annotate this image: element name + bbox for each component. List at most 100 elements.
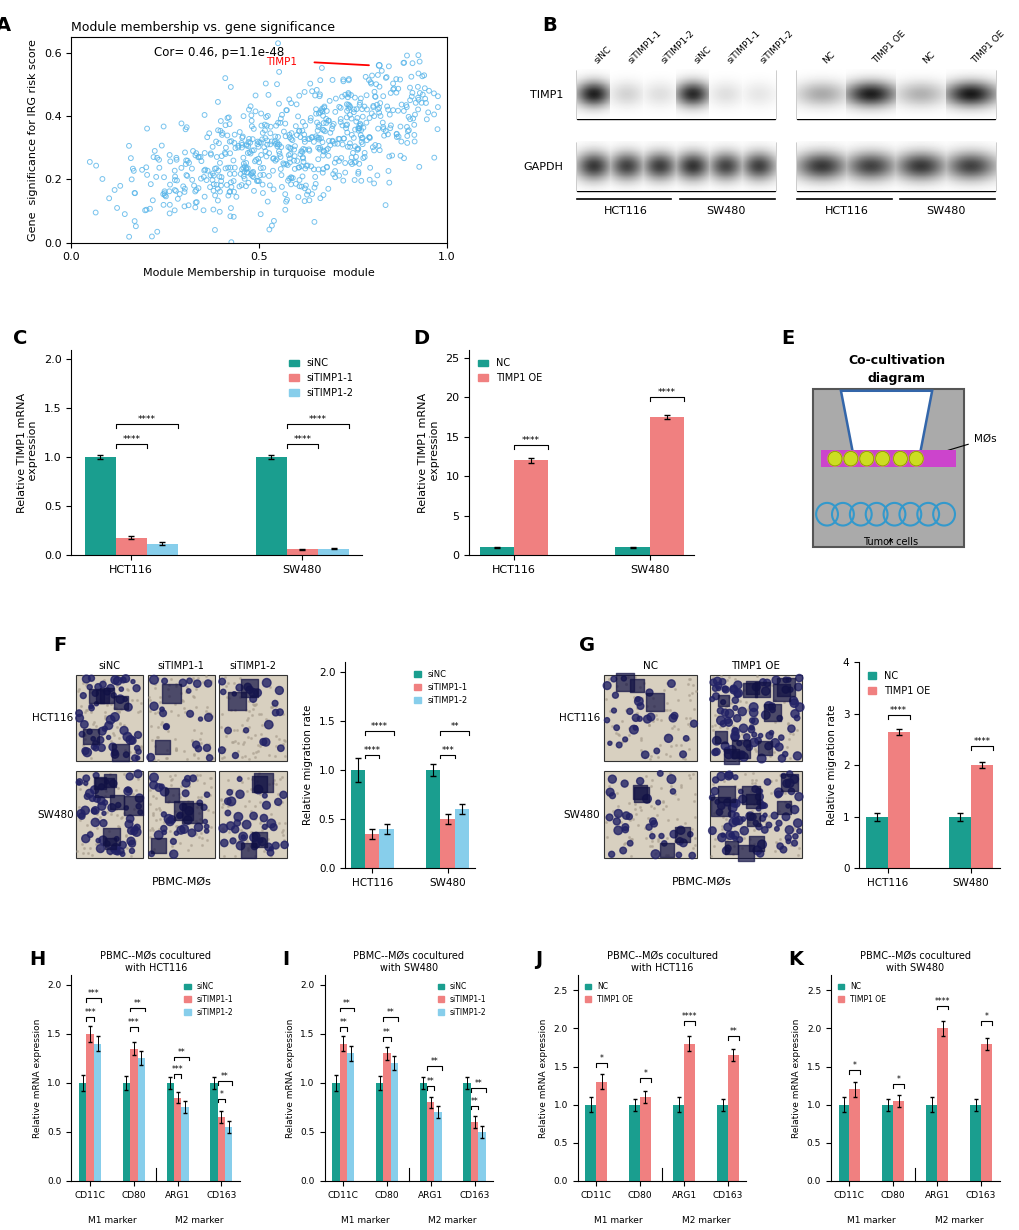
Point <box>131 701 148 721</box>
Point <box>758 772 774 792</box>
Point <box>78 769 95 788</box>
Circle shape <box>909 451 922 466</box>
Point <box>654 791 671 811</box>
Bar <box>925 1105 936 1181</box>
Text: siTIMP1-1: siTIMP1-1 <box>626 28 662 65</box>
Point <box>167 181 183 200</box>
Point <box>263 839 279 859</box>
Point <box>223 132 239 151</box>
Point <box>334 116 351 135</box>
Point <box>196 200 212 220</box>
Point <box>725 845 741 865</box>
Point <box>82 153 98 172</box>
Point <box>265 161 281 181</box>
Point <box>171 806 187 825</box>
Point <box>105 685 121 705</box>
Point <box>731 733 747 753</box>
Point <box>266 745 282 765</box>
Point <box>294 139 311 159</box>
Point <box>686 808 702 828</box>
Point <box>738 844 754 863</box>
Point <box>727 726 743 745</box>
Point <box>233 175 250 194</box>
Point <box>763 700 780 720</box>
Point <box>185 670 202 690</box>
Point <box>175 742 192 761</box>
Point <box>267 736 283 755</box>
Point <box>300 182 316 202</box>
Point <box>616 672 633 691</box>
Point <box>173 157 190 177</box>
Point <box>340 84 357 103</box>
Point <box>73 724 90 744</box>
Point <box>315 159 331 178</box>
Point <box>205 199 221 219</box>
Point <box>105 774 121 793</box>
Point <box>614 840 631 860</box>
Text: ****: **** <box>364 745 380 755</box>
Point <box>380 161 396 181</box>
Point <box>789 813 805 833</box>
Point <box>709 675 726 695</box>
Point <box>123 841 140 861</box>
Point <box>146 768 162 787</box>
Point <box>138 157 154 177</box>
Point <box>290 122 307 141</box>
Point <box>379 97 395 117</box>
Point <box>75 665 92 685</box>
Point <box>121 226 138 246</box>
Point <box>369 65 385 85</box>
Point <box>727 731 743 750</box>
Point <box>346 137 363 156</box>
Point <box>346 153 363 172</box>
Point <box>191 827 207 846</box>
Point <box>776 792 793 812</box>
Point <box>90 830 106 850</box>
Point <box>251 764 267 784</box>
Point <box>238 814 255 834</box>
Point <box>645 814 661 834</box>
Point <box>632 771 648 791</box>
Point <box>713 797 730 817</box>
Bar <box>463 1082 471 1181</box>
Point <box>146 696 162 716</box>
Point <box>731 811 747 830</box>
Point <box>347 153 364 172</box>
Point <box>107 772 123 792</box>
Point <box>180 801 197 820</box>
Point <box>750 809 766 829</box>
Point <box>183 170 200 189</box>
Point <box>392 117 409 137</box>
Point <box>629 815 645 835</box>
Point <box>226 684 243 704</box>
Point <box>244 769 260 788</box>
Point <box>429 119 445 139</box>
Point <box>352 92 368 112</box>
Point <box>191 148 207 167</box>
Point <box>90 834 106 854</box>
Point <box>82 722 98 742</box>
Point <box>273 105 289 124</box>
Point <box>745 733 761 753</box>
Point <box>355 118 371 138</box>
Point <box>331 129 347 149</box>
Point <box>175 691 192 711</box>
Point <box>120 781 137 801</box>
Point <box>711 797 728 817</box>
Point <box>71 809 88 829</box>
Point <box>222 77 238 97</box>
Point <box>680 729 696 749</box>
Point <box>601 701 618 721</box>
Circle shape <box>893 451 907 466</box>
Point <box>258 796 274 815</box>
Point <box>760 806 776 825</box>
Point <box>240 701 257 721</box>
Point <box>213 146 229 166</box>
Polygon shape <box>840 391 931 453</box>
Point <box>770 782 787 802</box>
Point <box>682 669 698 689</box>
Point <box>332 109 348 129</box>
Point <box>92 787 108 807</box>
Point <box>616 833 633 852</box>
Text: ***: *** <box>128 1018 140 1027</box>
